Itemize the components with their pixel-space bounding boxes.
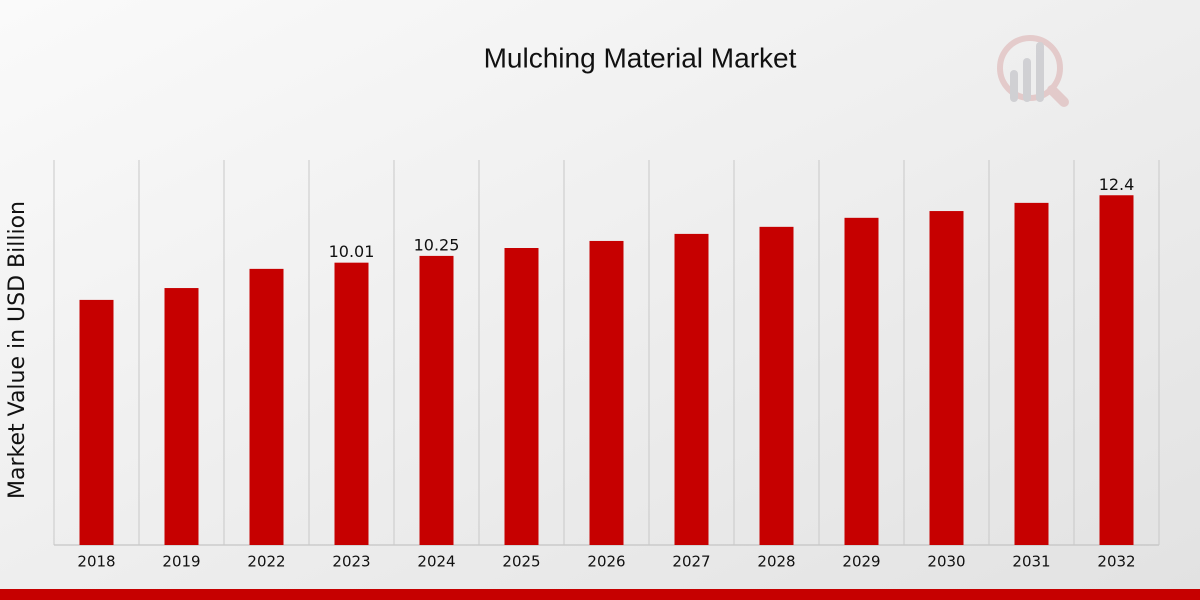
x-tick-label: 2026	[587, 553, 625, 571]
x-tick-label: 2028	[757, 553, 795, 571]
x-tick-label: 2032	[1097, 553, 1135, 571]
bar	[844, 217, 879, 546]
bar	[1099, 195, 1134, 545]
bar	[334, 262, 369, 545]
x-tick-label: 2023	[332, 553, 370, 571]
bar	[589, 240, 624, 545]
x-tick-label: 2031	[1012, 553, 1050, 571]
bar	[249, 268, 284, 545]
data-label: 10.01	[329, 242, 375, 261]
bar	[164, 288, 199, 545]
x-tick-label: 2019	[162, 553, 200, 571]
x-tick-label: 2024	[417, 553, 455, 571]
chart-title: Mulching Material Market	[484, 42, 797, 73]
x-tick-label: 2022	[247, 553, 285, 571]
bar	[929, 211, 964, 546]
y-axis-label: Market Value in USD Billion	[5, 201, 30, 499]
bar	[674, 233, 709, 545]
x-tick-label: 2025	[502, 553, 540, 571]
data-label: 12.4	[1099, 175, 1135, 194]
bar	[419, 255, 454, 545]
x-tick-label: 2029	[842, 553, 880, 571]
x-tick-label: 2018	[77, 553, 115, 571]
watermark-logo	[997, 35, 1069, 107]
bar	[759, 226, 794, 545]
x-tick-label: 2030	[927, 553, 965, 571]
bar	[504, 248, 539, 545]
data-label: 10.25	[414, 235, 460, 254]
bar	[1014, 202, 1049, 545]
bar	[79, 299, 114, 545]
footer-bar	[0, 589, 1200, 600]
x-tick-label: 2027	[672, 553, 710, 571]
